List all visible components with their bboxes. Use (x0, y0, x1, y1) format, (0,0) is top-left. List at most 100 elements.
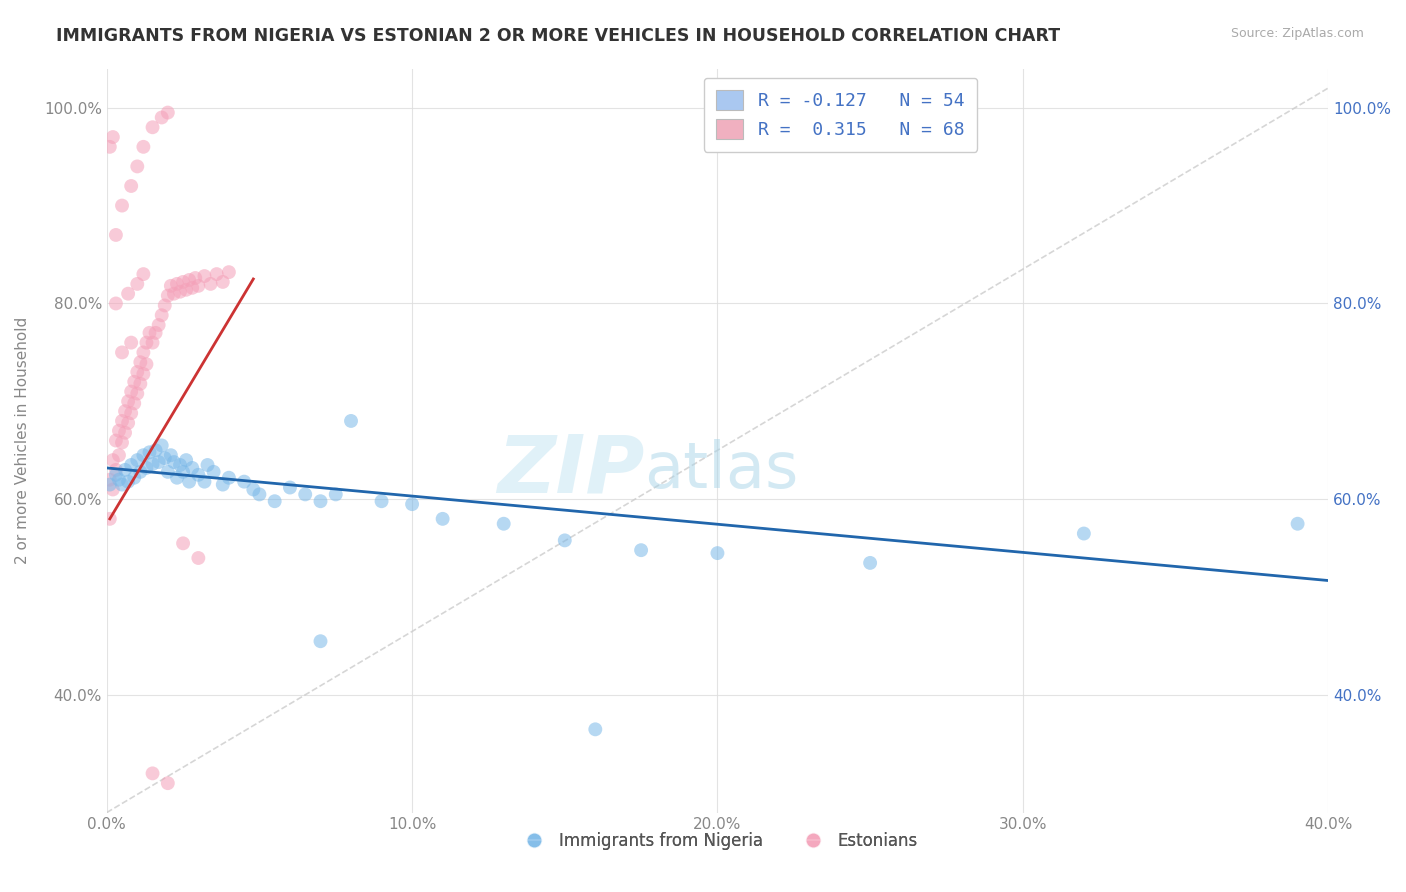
Point (179, 273, 201, 287)
Point (309, 634, 332, 648)
Point (111, 345, 134, 359)
Point (111, 477, 134, 491)
Point (163, 286, 186, 301)
Point (142, 120, 165, 135)
Point (263, 494, 285, 508)
Point (114, 425, 136, 440)
Point (706, 546, 728, 560)
Point (179, 475, 201, 489)
Point (169, 458, 191, 472)
Point (104, 467, 127, 482)
Point (127, 365, 149, 379)
Point (172, 275, 194, 289)
Point (172, 465, 194, 479)
Point (174, 453, 197, 467)
Point (108, 424, 131, 438)
Point (294, 487, 316, 501)
Point (142, 335, 165, 350)
Point (120, 179, 142, 194)
Point (211, 477, 233, 491)
Point (401, 497, 423, 511)
Point (309, 494, 332, 508)
Point (174, 283, 197, 297)
Point (104, 227, 127, 242)
Point (122, 396, 145, 410)
Point (127, 386, 149, 401)
Point (129, 355, 152, 369)
Point (145, 326, 167, 340)
Point (142, 457, 165, 471)
Text: IMMIGRANTS FROM NIGERIA VS ESTONIAN 2 OR MORE VEHICLES IN HOUSEHOLD CORRELATION : IMMIGRANTS FROM NIGERIA VS ESTONIAN 2 OR… (56, 27, 1060, 45)
Point (148, 318, 170, 332)
Point (132, 345, 155, 359)
Point (135, 357, 157, 371)
Point (370, 494, 392, 508)
Point (138, 326, 160, 340)
Point (135, 461, 157, 475)
Point (132, 140, 155, 154)
Point (160, 448, 183, 462)
Point (142, 766, 165, 780)
Point (127, 160, 149, 174)
Point (166, 277, 188, 291)
Point (218, 265, 240, 279)
Text: ZIP: ZIP (496, 432, 644, 509)
Point (98, 473, 121, 487)
Point (156, 776, 179, 790)
Point (150, 308, 173, 322)
Point (554, 533, 576, 548)
Point (184, 271, 207, 285)
Point (104, 463, 127, 477)
Point (233, 475, 256, 489)
Point (630, 543, 652, 558)
Point (325, 487, 347, 501)
Point (249, 487, 271, 501)
Point (1286, 516, 1309, 531)
Point (120, 384, 142, 399)
Point (211, 275, 233, 289)
Point (156, 465, 179, 479)
Point (202, 465, 225, 479)
Point (117, 475, 139, 489)
Point (197, 458, 219, 472)
Point (193, 475, 215, 489)
Point (218, 471, 240, 485)
Point (101, 483, 124, 497)
Point (187, 278, 209, 293)
Point (172, 536, 194, 550)
Text: Source: ZipAtlas.com: Source: ZipAtlas.com (1230, 27, 1364, 40)
Text: atlas: atlas (644, 439, 799, 501)
Point (120, 458, 142, 472)
Point (122, 375, 145, 389)
Point (135, 335, 157, 350)
Point (108, 448, 131, 462)
Y-axis label: 2 or more Vehicles in Household: 2 or more Vehicles in Household (15, 317, 30, 564)
Point (150, 438, 173, 452)
Point (138, 445, 160, 459)
Legend: Immigrants from Nigeria, Estonians: Immigrants from Nigeria, Estonians (510, 825, 925, 856)
Point (132, 448, 155, 462)
Point (122, 471, 145, 485)
Point (205, 267, 228, 281)
Point (104, 296, 127, 310)
Point (111, 198, 134, 212)
Point (98, 512, 121, 526)
Point (859, 556, 882, 570)
Point (163, 455, 186, 469)
Point (156, 105, 179, 120)
Point (153, 451, 176, 466)
Point (98, 477, 121, 491)
Point (104, 434, 127, 448)
Point (117, 416, 139, 430)
Point (127, 277, 149, 291)
Point (432, 512, 454, 526)
Point (108, 473, 131, 487)
Point (132, 367, 155, 381)
Point (166, 471, 188, 485)
Point (114, 404, 136, 418)
Point (111, 435, 134, 450)
Point (169, 285, 191, 299)
Point (583, 723, 606, 737)
Point (132, 267, 155, 281)
Point (111, 414, 134, 428)
